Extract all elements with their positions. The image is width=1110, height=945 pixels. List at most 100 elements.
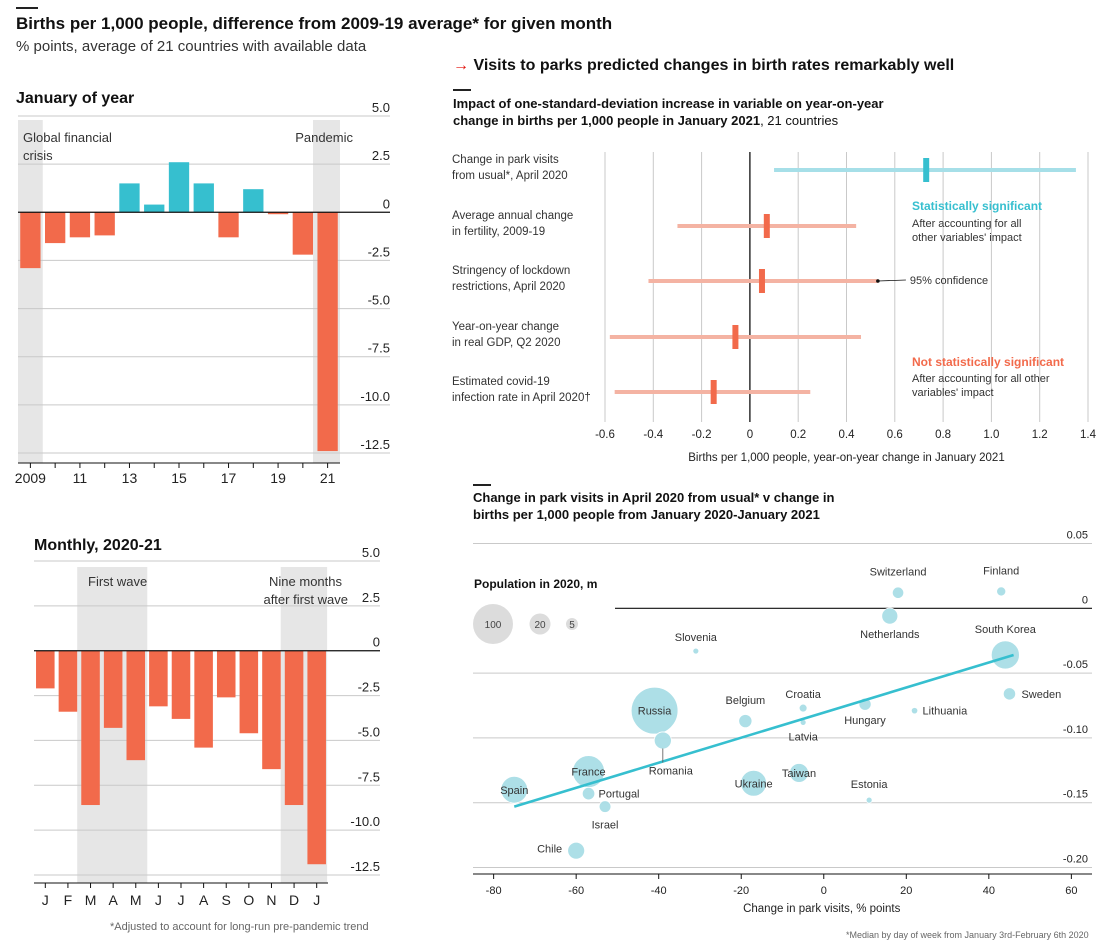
y-tick-label: -0.15 (1063, 789, 1088, 801)
chart-january-title: January of year (16, 90, 135, 107)
bubble-israel (598, 800, 612, 813)
x-tick-label: S (222, 892, 231, 908)
x-tick-label: D (289, 892, 299, 908)
bubble-label: Ukraine (735, 778, 773, 790)
annotation-crisis-line2: crisis (23, 148, 53, 163)
x-tick-label: M (85, 892, 97, 908)
bubble-label: Finland (983, 565, 1019, 577)
y-tick-label: 5.0 (372, 100, 390, 115)
x-tick-label: J (178, 892, 185, 908)
bar (243, 189, 264, 213)
bar (20, 212, 41, 269)
y-tick-label: -7.5 (358, 769, 380, 784)
bubble-label: Chile (537, 844, 562, 856)
bar (36, 650, 55, 689)
bar (194, 650, 213, 748)
size-legend-title: Population in 2020, m (474, 577, 597, 591)
bar (171, 650, 191, 719)
x-tick-label: -80 (486, 885, 502, 897)
x-tick-label: -20 (733, 885, 749, 897)
bubble-label: Slovenia (675, 632, 718, 644)
bubble-lithuania (910, 707, 919, 715)
x-tick-label: -0.6 (595, 429, 615, 441)
figure-subtitle: % points, average of 21 countries with a… (16, 38, 367, 55)
y-tick-label: 2.5 (372, 148, 390, 163)
bubble-label: Israel (592, 820, 619, 832)
legend-nonsignificant-text2: variables' impact (912, 387, 994, 399)
bar (307, 650, 326, 865)
point-estimate (732, 325, 739, 349)
legend-nonsignificant-text1: After accounting for all other (912, 373, 1050, 385)
x-tick-label: 1.0 (983, 429, 999, 441)
x-tick-label: A (108, 892, 118, 908)
bubble-label: France (571, 767, 605, 779)
point-estimate (923, 158, 930, 182)
row-label-line2: infection rate in April 2020† (452, 392, 591, 404)
coef-title-suffix: , 21 countries (760, 113, 839, 128)
x-tick-label: 0.6 (887, 429, 903, 441)
x-tick-label: 0 (747, 429, 753, 441)
y-tick-label: -10.0 (360, 389, 390, 404)
x-tick-label: 60 (1065, 885, 1077, 897)
bar (239, 650, 259, 734)
x-tick-label: 0.4 (839, 429, 856, 441)
row-label-line2: restrictions, April 2020 (452, 281, 565, 293)
x-tick-label: A (199, 892, 209, 908)
bubble-label: Lithuania (923, 706, 969, 718)
bar (126, 650, 146, 761)
bubble-finland (996, 586, 1007, 597)
y-tick-label: -0.05 (1063, 659, 1088, 671)
y-tick-label: -5.0 (358, 724, 380, 739)
bubble-switzerland (891, 586, 905, 599)
bubble-sweden (1002, 687, 1017, 701)
bar (218, 212, 239, 238)
legend-significant-text2: other variables' impact (912, 232, 1022, 244)
size-legend-label: 100 (485, 620, 502, 631)
x-tick-label: -0.2 (692, 429, 712, 441)
chart-january: 5.0 2.5 0 -2.5 -5.0 -7.5 -10.0 -12.5 2009 11 13 15 1… (15, 100, 390, 486)
bubble-label: South Korea (975, 624, 1037, 636)
point-estimate (710, 380, 717, 404)
y-tick-label: -12.5 (350, 859, 380, 874)
bar (292, 212, 314, 255)
x-tick-label: 1.4 (1080, 429, 1097, 441)
row-label-line2: in fertility, 2009-19 (452, 226, 545, 238)
size-legend-circle (566, 618, 578, 630)
row-label-line1: Stringency of lockdown (452, 265, 570, 277)
bubble-label: Belgium (725, 695, 765, 707)
y-tick-label: 0 (1082, 594, 1088, 606)
y-tick-label: 0 (383, 196, 390, 211)
x-tick-label: -40 (651, 885, 667, 897)
bubble-label: Estonia (851, 779, 889, 791)
bubble-south-korea (990, 640, 1020, 670)
coef-rule (453, 89, 471, 91)
annotation-crisis-line1: Global financial (23, 130, 112, 145)
bar (94, 212, 115, 236)
bubble-label: Portugal (599, 789, 640, 801)
x-tick-label: 1.2 (1032, 429, 1048, 441)
bubble-ukraine (740, 769, 767, 797)
y-tick-label: -2.5 (358, 680, 380, 695)
y-tick-label: 5.0 (362, 545, 380, 560)
footnote-left: *Adjusted to account for long-run pre-pa… (110, 921, 369, 933)
bar (144, 204, 165, 213)
x-tick-label: 40 (983, 885, 995, 897)
x-tick-label: O (243, 892, 254, 908)
bubble-russia (630, 686, 679, 735)
x-tick-label: -60 (568, 885, 584, 897)
size-legend-circle (529, 613, 551, 635)
bar (262, 650, 281, 770)
bubble-label: Taiwan (782, 768, 816, 780)
bar (267, 212, 289, 215)
legend-significant-title: Statistically significant (912, 199, 1042, 213)
bubble-label: Russia (638, 706, 673, 718)
x-tick-label: 21 (320, 470, 336, 486)
bar (69, 212, 91, 238)
bubble-label: Croatia (785, 689, 821, 701)
bar (103, 650, 123, 728)
y-tick-label: -0.20 (1063, 854, 1088, 866)
x-tick-label: 19 (270, 470, 286, 486)
bubble-belgium (738, 714, 753, 729)
x-tick-label: M (130, 892, 142, 908)
confidence-leader (877, 279, 906, 282)
